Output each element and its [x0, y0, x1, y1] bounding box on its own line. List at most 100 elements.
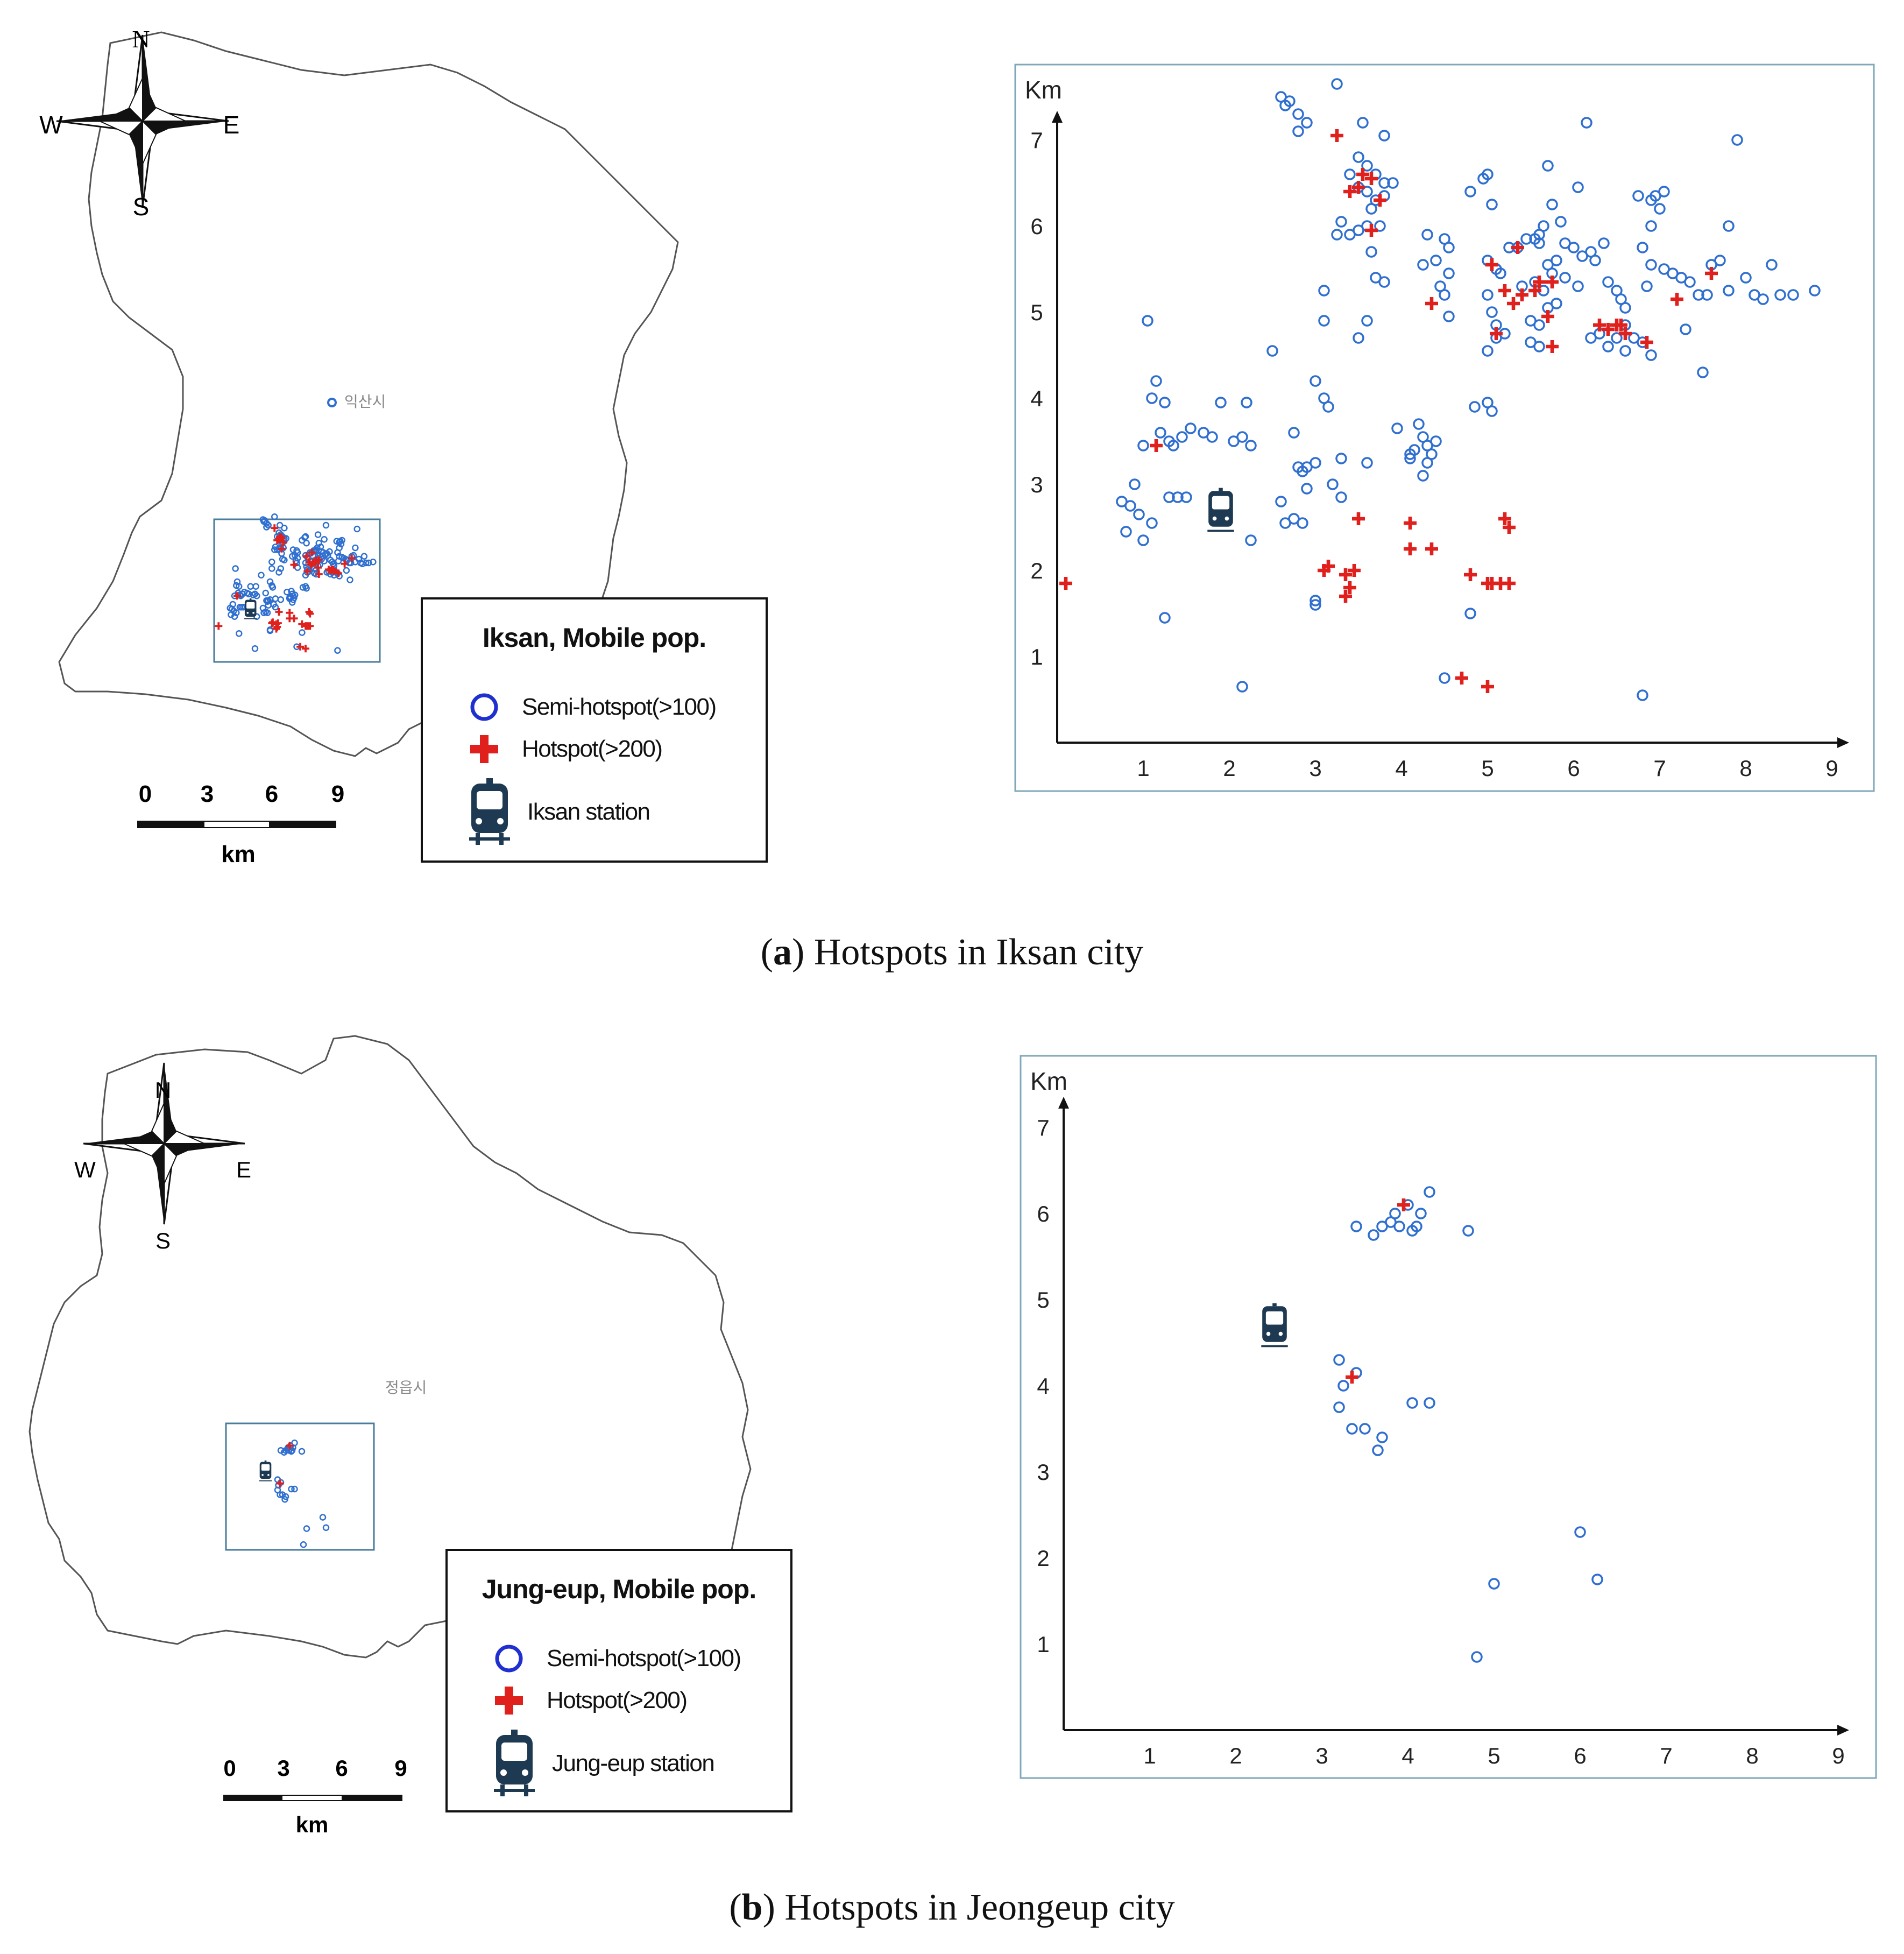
semi-hotspot-point — [1331, 78, 1343, 90]
hotspot-point — [1365, 224, 1378, 237]
compass-rose-icon — [83, 1062, 245, 1225]
hotspot-point — [1503, 521, 1516, 534]
x-tick-label: 9 — [1825, 756, 1838, 781]
inset-semi-point — [236, 583, 243, 590]
semi-hotspot-point — [1654, 203, 1666, 215]
semi-hotspot-point — [1417, 259, 1429, 271]
legend-station-row: Jung-eup station — [493, 1729, 715, 1798]
inset-semi-point — [319, 1514, 327, 1521]
semi-hotspot-point — [1424, 1186, 1435, 1198]
inset-semi-point — [301, 534, 308, 541]
inset-dots — [259, 1440, 330, 1548]
y-axis-arrow — [1052, 111, 1063, 123]
semi-hotspot-point — [1439, 672, 1450, 684]
hotspot-point — [1356, 168, 1369, 181]
city-center-marker — [327, 398, 337, 407]
semi-hotspot-point — [1701, 289, 1713, 301]
semi-hotspot-point — [1598, 237, 1610, 249]
inset-semi-point — [353, 525, 360, 533]
semi-hotspot-point — [1589, 255, 1601, 266]
hotspot-point — [1455, 672, 1468, 685]
hotspot-point — [1498, 284, 1511, 297]
hotspot-point — [1528, 284, 1541, 297]
inset-semi-point — [321, 536, 328, 543]
semi-hotspot-point — [1471, 1651, 1483, 1663]
semi-hotspot-point — [1350, 1221, 1362, 1232]
hotspot-point — [1374, 194, 1386, 207]
scale-tick-6: 6 — [335, 1755, 348, 1781]
compass-e: E — [223, 111, 240, 139]
inset-semi-point — [303, 540, 310, 547]
inset-hot-point — [335, 569, 343, 577]
semi-hotspot-point — [1486, 199, 1498, 210]
semi-hotspot-point — [1288, 427, 1300, 439]
inset-semi-point — [282, 1493, 289, 1500]
hotspot-point — [1352, 181, 1365, 194]
hotspot-point — [1339, 568, 1352, 581]
semi-hotspot-point — [1611, 332, 1623, 344]
y-tick-label: 2 — [1037, 1546, 1049, 1571]
hotspot-point — [1343, 185, 1356, 198]
x-tick-label: 4 — [1402, 1743, 1414, 1768]
semi-hotspot-point — [1310, 599, 1321, 611]
inset-semi-point — [314, 531, 322, 538]
hotspot-point — [1464, 568, 1477, 581]
semi-hotspot-point — [1137, 440, 1149, 452]
inset-semi-point — [236, 630, 243, 637]
compass-s: S — [133, 193, 150, 221]
inset-semi-point — [268, 559, 275, 566]
x-tick-label: 2 — [1229, 1743, 1242, 1768]
train-station-icon — [469, 778, 510, 845]
legend-jeongeup: Jung-eup, Mobile pop. Semi-hotspot(>100)… — [445, 1549, 792, 1812]
y-tick-label: 5 — [1037, 1287, 1049, 1313]
semi-hotspot-point — [1443, 242, 1455, 253]
inset-hot-point — [275, 608, 283, 616]
semi-hotspot-point — [1180, 491, 1192, 503]
semi-hotspot-point — [1632, 190, 1644, 202]
inset-hot-point — [233, 592, 241, 600]
semi-hotspot-point — [1439, 289, 1450, 301]
inset-semi-point — [300, 1541, 307, 1548]
y-tick-label: 2 — [1030, 558, 1043, 583]
semi-hotspot-point — [1430, 435, 1442, 447]
inset-semi-point — [232, 565, 239, 572]
inset-hot-point — [286, 1442, 294, 1450]
semi-hotspot-point — [1421, 457, 1433, 469]
semi-hotspot-point — [1424, 1397, 1435, 1409]
station-marker-icon — [1207, 488, 1234, 532]
semi-hotspot-point — [1163, 491, 1175, 503]
iksan-hotspot-scatter: Km 1 2 3 4 5 6 7 8 9 1 2 3 4 5 6 7 — [1014, 64, 1875, 792]
inset-semi-point — [287, 593, 294, 601]
semi-hotspot-point — [1417, 470, 1429, 482]
inset-semi-point — [333, 538, 340, 545]
semi-hotspot-point — [1310, 457, 1321, 469]
semi-hotspot-point — [1215, 397, 1227, 408]
semi-hotspot-point — [1357, 117, 1369, 129]
semi-hotspot-point — [1150, 375, 1162, 387]
caption-b-text: ) Hotspots in Jeongeup city — [762, 1887, 1175, 1928]
semi-hotspot-point — [1155, 427, 1166, 439]
caption-a: (a) Hotspots in Iksan city — [760, 932, 1144, 973]
semi-hotspot-point — [1462, 1225, 1474, 1237]
hotspot-point — [1343, 581, 1356, 594]
scale-tick-6: 6 — [265, 781, 278, 807]
inset-semi-point — [262, 589, 269, 597]
inset-semi-point — [271, 513, 278, 520]
y-axis-label: Km — [1030, 1067, 1067, 1095]
inset-semi-point — [322, 521, 330, 529]
semi-hotspot-point — [1335, 216, 1347, 228]
semi-hotspot-point — [1641, 280, 1653, 292]
inset-semi-point — [303, 585, 310, 592]
jeongeup-hotspot-scatter: Km 1 2 3 4 5 6 7 8 9 1 2 3 4 5 6 7 — [1020, 1055, 1877, 1779]
semi-hotspot-point — [1391, 422, 1403, 434]
inset-hot-point — [302, 552, 310, 560]
semi-hotspot-point — [1602, 276, 1614, 288]
x-axis-arrow — [1837, 1725, 1849, 1736]
caption-a-letter: a — [773, 932, 792, 973]
compass-s: S — [155, 1228, 171, 1253]
semi-hotspot-point — [1361, 315, 1373, 327]
legend-hot-row: Hotspot(>200) — [468, 733, 663, 765]
compass-e: E — [236, 1157, 251, 1182]
legend-semi-label: Semi-hotspot(>100) — [522, 694, 717, 720]
hotspot-point — [1150, 439, 1163, 452]
